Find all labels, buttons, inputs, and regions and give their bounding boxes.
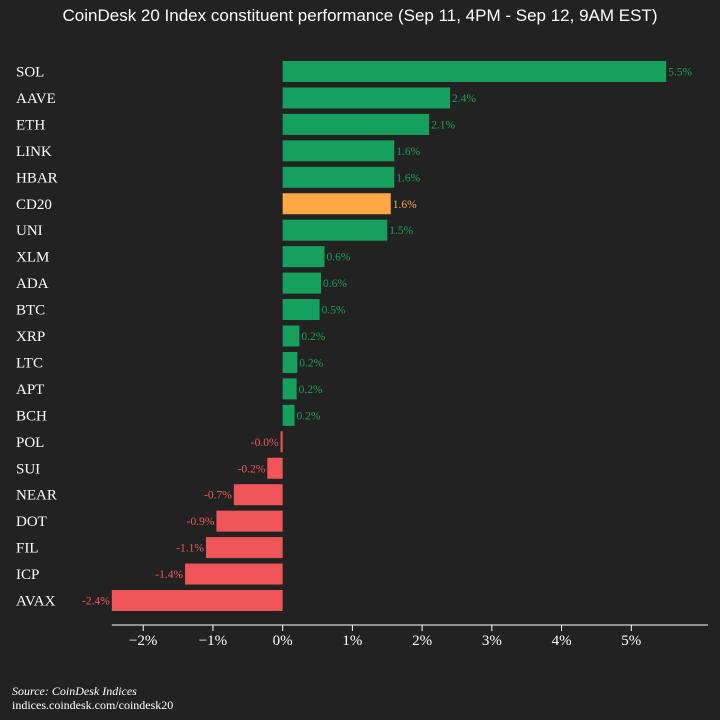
x-tick-label: −1% [199, 633, 227, 649]
category-label: HBAR [16, 170, 58, 186]
bar-cd20 [282, 193, 391, 215]
category-label: XRP [16, 329, 45, 345]
category-label: LINK [16, 144, 52, 160]
category-label: APT [16, 382, 44, 398]
bar-fil [205, 537, 283, 559]
category-label: DOT [16, 514, 47, 530]
category-label: NEAR [16, 488, 57, 504]
bar-btc [282, 299, 320, 321]
x-tick-label: 3% [482, 633, 502, 649]
x-tick-label: 5% [621, 633, 641, 649]
data-label: 0.5% [322, 305, 346, 317]
chart-title: CoinDesk 20 Index constituent performanc… [62, 6, 658, 25]
x-tick-label: 2% [412, 633, 432, 649]
category-label: LTC [16, 355, 43, 371]
bar-xrp [282, 325, 300, 347]
data-label: 0.6% [323, 278, 347, 290]
x-tick-label: 4% [552, 633, 572, 649]
bar-pol [280, 431, 283, 453]
data-label: 0.2% [299, 384, 323, 396]
category-label: SOL [16, 65, 44, 81]
source-line: Source: CoinDesk Indices [12, 684, 137, 698]
data-label: -1.1% [176, 543, 204, 555]
data-label: 0.2% [301, 331, 325, 343]
bar-icp [185, 563, 283, 585]
bar-eth [282, 113, 430, 135]
x-tick-label: 0% [273, 633, 293, 649]
bar-dot [216, 510, 283, 532]
category-label: UNI [16, 223, 43, 239]
category-label: AVAX [16, 594, 56, 610]
data-label: 1.6% [396, 146, 420, 158]
data-label: -0.7% [204, 490, 232, 502]
category-label: BTC [16, 303, 45, 319]
x-tick-label: −2% [129, 633, 157, 649]
source-url: indices.coindesk.com/coindesk20 [12, 698, 174, 712]
bar-ltc [282, 351, 298, 373]
data-label: 2.4% [452, 93, 476, 105]
data-label: 0.2% [297, 410, 321, 422]
bar-near [233, 484, 283, 506]
bar-hbar [282, 166, 395, 188]
data-label: 0.2% [299, 357, 323, 369]
bar-avax [111, 590, 283, 611]
category-label: FIL [16, 541, 39, 557]
category-label: XLM [16, 250, 49, 266]
data-label: 0.6% [327, 252, 351, 264]
data-label: -0.0% [251, 437, 279, 449]
category-label: ETH [16, 117, 45, 133]
data-label: 2.1% [431, 119, 455, 131]
data-label: 1.5% [389, 225, 413, 237]
bar-uni [282, 219, 388, 241]
bar-xlm [282, 246, 325, 268]
data-label: -0.2% [238, 463, 266, 475]
bar-bch [282, 404, 295, 426]
bar-link [282, 140, 395, 162]
category-label: CD20 [16, 197, 52, 213]
category-label: SUI [16, 461, 40, 477]
bar-sol [282, 61, 667, 82]
category-label: ICP [16, 567, 39, 583]
bar-sui [267, 457, 283, 479]
category-label: AAVE [16, 91, 56, 107]
category-label: ADA [16, 276, 49, 292]
x-tick-label: 1% [342, 633, 362, 649]
category-label: POL [16, 435, 44, 451]
data-label: 1.6% [393, 199, 417, 211]
data-label: -0.9% [187, 516, 215, 528]
data-label: -1.4% [155, 569, 183, 581]
bar-ada [282, 272, 322, 294]
category-label: BCH [16, 408, 47, 424]
bar-apt [282, 378, 297, 400]
data-label: 5.5% [668, 67, 692, 79]
source-note: Source: CoinDesk Indices indices.coindes… [12, 684, 173, 712]
bar-aave [282, 87, 451, 109]
data-label: 1.6% [396, 172, 420, 184]
data-label: -2.4% [82, 596, 110, 608]
